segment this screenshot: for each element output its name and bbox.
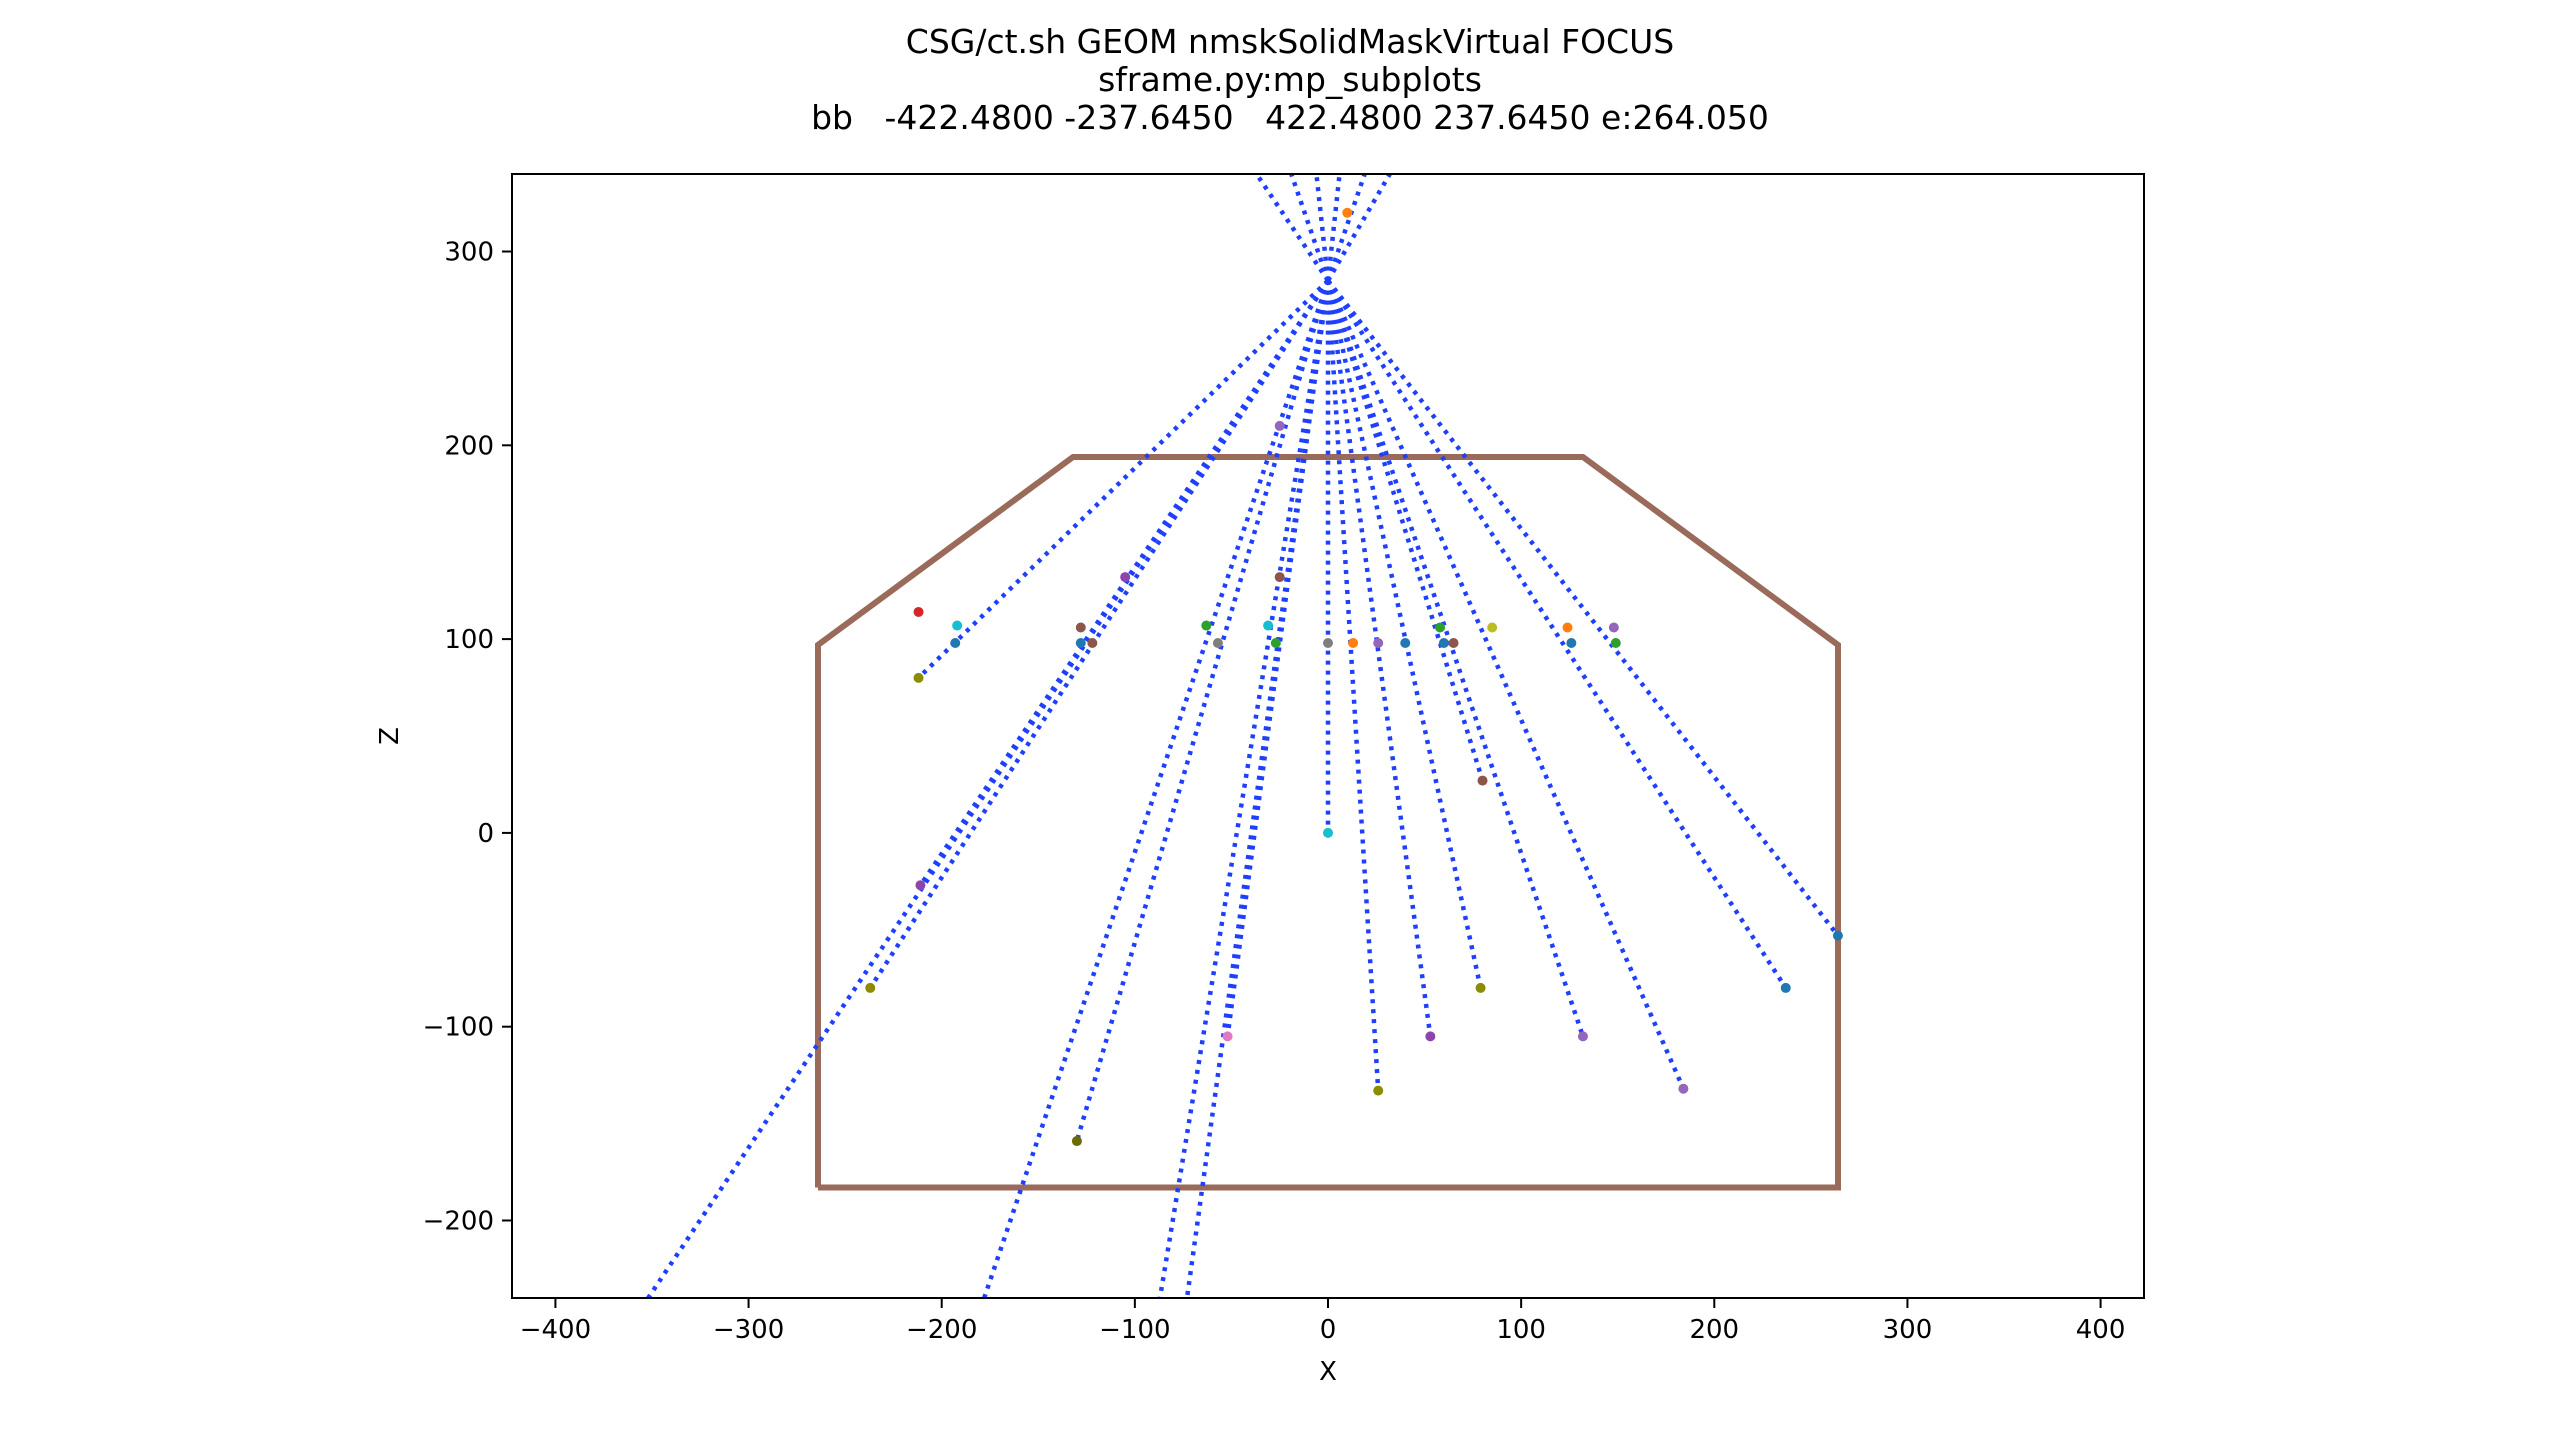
data-point (1075, 637, 1086, 648)
ray-line (1325, 280, 1483, 989)
x-axis-label: X (1319, 1357, 1337, 1387)
chart-title-line-2: sframe.py:mp_subplots (1098, 60, 1482, 99)
data-point (1425, 1031, 1436, 1042)
data-point (1201, 620, 1212, 631)
y-tick-label: 200 (444, 431, 494, 461)
x-tick-label: 400 (2076, 1315, 2126, 1345)
ray-line (1326, 174, 1392, 282)
chart-title-line-3: bb -422.4800 -237.6450 422.4800 237.6450… (811, 98, 1769, 137)
data-point (1566, 637, 1577, 648)
data-point (1323, 827, 1333, 838)
solid-outline (815, 453, 1841, 1191)
data-point (1263, 620, 1274, 631)
data-point (1477, 775, 1488, 786)
ray-line (1314, 174, 1331, 281)
ray-line (916, 278, 1330, 680)
chart-title-line-1: CSG/ct.sh GEOM nmskSolidMaskVirtual FOCU… (906, 22, 1674, 61)
data-point (1075, 622, 1086, 633)
y-axis-label: Z (375, 727, 405, 745)
data-point (950, 637, 961, 648)
data-point (1274, 420, 1285, 431)
ray-line (1325, 279, 1485, 782)
ray-line (982, 279, 1331, 1298)
ray-line (1074, 279, 1331, 1142)
data-point (1678, 1083, 1689, 1094)
x-tick-label: −300 (713, 1315, 784, 1345)
y-tick-label: 0 (477, 819, 494, 849)
ray-line (1325, 280, 1381, 1091)
ray-line (1326, 279, 1788, 990)
data-point (1562, 622, 1573, 633)
data-point (1373, 637, 1384, 648)
data-point (1373, 1085, 1384, 1096)
data-point (1348, 637, 1359, 648)
ray-line (1325, 174, 1342, 281)
data-point (1487, 622, 1498, 633)
data-point (913, 606, 924, 617)
ray-line (1325, 279, 1586, 1038)
data-point (1610, 637, 1621, 648)
data-point (865, 982, 876, 993)
data-point (1400, 637, 1411, 648)
data-point (1120, 572, 1131, 583)
ray-line (1289, 174, 1331, 282)
data-point (1448, 637, 1459, 648)
ray-line (918, 279, 1330, 887)
x-tick-label: −100 (1099, 1315, 1170, 1345)
ray-line (1325, 174, 1367, 282)
data-point (1270, 637, 1281, 648)
ray-line (1157, 280, 1331, 1298)
data-point (952, 620, 963, 631)
x-tick-label: −400 (520, 1315, 591, 1345)
data-point (1577, 1031, 1588, 1042)
x-tick-label: 300 (1883, 1315, 1933, 1345)
data-point (1608, 622, 1619, 633)
data-point (1323, 637, 1333, 648)
data-point (1212, 637, 1223, 648)
data-point (1435, 622, 1446, 633)
ray-line (1254, 174, 1330, 282)
data-point (1475, 982, 1486, 993)
ray-line (1184, 280, 1331, 1298)
ray-line (1225, 280, 1331, 1037)
data-point (1832, 930, 1843, 941)
x-tick-label: −200 (906, 1315, 977, 1345)
data-point (1780, 982, 1791, 993)
x-tick-label: 100 (1496, 1315, 1546, 1345)
data-point (1438, 637, 1449, 648)
x-tick-label: 0 (1320, 1315, 1337, 1345)
data-point (1342, 207, 1353, 218)
y-tick-label: 100 (444, 625, 494, 655)
y-tick-label: −200 (423, 1206, 494, 1236)
data-point (1222, 1031, 1233, 1042)
y-tick-label: 300 (444, 238, 494, 268)
y-tick-label: −100 (423, 1013, 494, 1043)
data-point (1087, 637, 1098, 648)
tick-layer: −400 −300 −200 −100 0 100 200 300 400 −200 −100 0 10… (423, 238, 2126, 1345)
data-point (1274, 572, 1285, 583)
ray-line (1325, 279, 1686, 1090)
data-point (1071, 1136, 1082, 1147)
ray-line (1325, 280, 1433, 1037)
data-point (913, 672, 924, 683)
ray-line (1326, 279, 1840, 937)
x-tick-label: 200 (1689, 1315, 1739, 1345)
plot-layer (646, 174, 1843, 1298)
data-point (915, 880, 926, 891)
ray-line (868, 279, 1330, 990)
